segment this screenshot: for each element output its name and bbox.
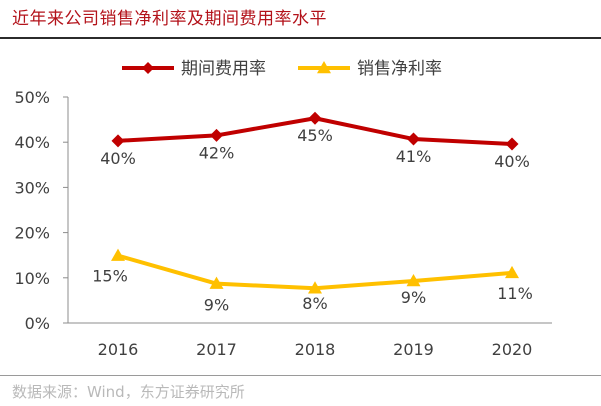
y-tick-label: 40%	[14, 133, 50, 152]
data-point-triangle	[308, 281, 322, 294]
data-label: 45%	[297, 126, 333, 145]
legend-label: 销售净利率	[357, 59, 442, 79]
data-point-diamond	[111, 134, 125, 148]
data-label: 11%	[497, 284, 533, 303]
data-point-diamond	[308, 111, 322, 125]
data-point-triangle	[406, 273, 421, 287]
y-tick-label: 50%	[14, 88, 50, 107]
data-label: 41%	[396, 147, 432, 166]
x-tick-label: 2017	[196, 340, 237, 359]
data-label: 40%	[100, 149, 136, 168]
legend-marker-diamond	[142, 62, 154, 74]
y-tick-label: 20%	[14, 224, 50, 243]
y-tick-label: 30%	[14, 178, 50, 197]
data-point-triangle	[209, 276, 224, 289]
data-point-diamond	[407, 132, 420, 146]
chart-title: 近年来公司销售净利率及期间费用率水平	[12, 9, 327, 29]
legend-marker-triangle	[317, 61, 331, 74]
data-point-diamond	[505, 137, 519, 151]
source-note: 数据来源：Wind，东方证券研究所	[12, 383, 245, 401]
x-tick-label: 2018	[295, 340, 336, 359]
data-label: 15%	[92, 267, 128, 286]
y-tick-label: 10%	[14, 269, 50, 288]
title-divider	[0, 37, 601, 39]
y-tick-label: 0%	[25, 314, 50, 333]
line-chart: 0% 10% 20% 30% 40% 50% 2016 2017 2018 2019 2020 期间费…	[14, 59, 552, 359]
data-label: 9%	[204, 296, 229, 315]
legend-label: 期间费用率	[181, 59, 266, 79]
data-point-diamond	[210, 128, 223, 142]
data-point-triangle	[505, 265, 519, 279]
x-tick-label: 2019	[393, 340, 434, 359]
data-label: 40%	[494, 152, 530, 171]
x-tick-label: 2020	[492, 340, 533, 359]
data-label: 42%	[199, 143, 235, 162]
source-divider	[0, 375, 601, 376]
data-label: 9%	[401, 288, 426, 307]
x-tick-label: 2016	[98, 340, 139, 359]
data-point-triangle	[111, 248, 125, 261]
data-label: 8%	[302, 294, 327, 313]
